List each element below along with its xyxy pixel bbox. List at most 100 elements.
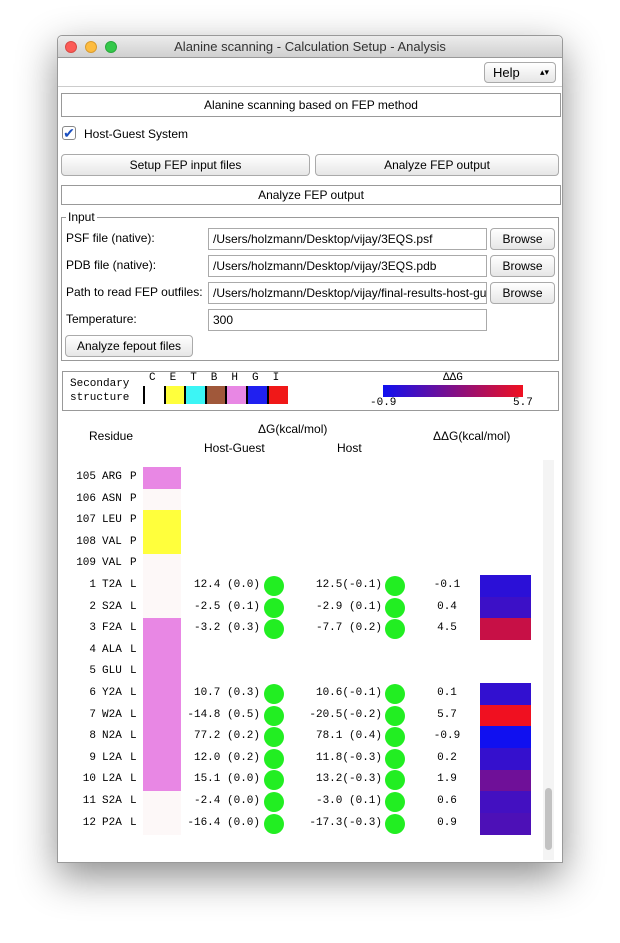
residue-number: 10 (82, 773, 96, 786)
hg-value: -2.5 (0.1) (193, 600, 260, 613)
ss-cell (143, 510, 181, 533)
host-dot (385, 748, 405, 769)
host-dot (385, 705, 405, 726)
ss-cell (143, 704, 181, 727)
residue-chain: P (130, 492, 137, 505)
analyze-button[interactable]: Analyze FEP output (315, 154, 559, 176)
hg-dot (264, 684, 284, 704)
ddg-value: 0.2 (437, 751, 457, 764)
host-dot (385, 576, 405, 596)
ss-code: E (169, 372, 177, 384)
minimize-button[interactable] (85, 41, 97, 53)
ddg-cell (480, 748, 531, 771)
ddg-value: -0.1 (433, 579, 461, 591)
ss-cell (143, 532, 181, 555)
analyze-fepout-button[interactable]: Analyze fepout files (65, 335, 193, 357)
ss-label-line: Secondary (70, 378, 130, 390)
host-dot (385, 619, 405, 640)
field-entry[interactable]: /Users/holzmann/Desktop/vijay/3EQS.pdb (208, 255, 487, 277)
scroll-thumb[interactable] (545, 788, 552, 850)
field-entry[interactable]: /Users/holzmann/Desktop/vijay/3EQS.psf (208, 228, 487, 250)
residue-number: 5 (89, 665, 96, 678)
browse-button[interactable]: Browse (490, 282, 555, 304)
setup-button[interactable]: Setup FEP input files (61, 154, 310, 176)
residue-number: 8 (89, 730, 96, 743)
host-value: -3.0 (0.1) (315, 795, 382, 807)
residue-number: 105 (76, 471, 96, 483)
residue-chain: L (130, 816, 137, 829)
host-dot (385, 813, 405, 834)
input-frame (61, 217, 559, 361)
host-dot (385, 597, 405, 618)
host-value: -20.5(-0.2) (309, 708, 382, 721)
hg-dot (264, 619, 284, 640)
ss-cell (143, 467, 181, 490)
residue-number: 2 (89, 600, 96, 613)
residue-number: 106 (76, 492, 96, 505)
browse-button[interactable]: Browse (490, 228, 555, 250)
ss-code: B (210, 372, 218, 384)
ss-code: G (252, 372, 259, 384)
scale-title: ΔΔG (443, 372, 463, 384)
field-entry[interactable]: /Users/holzmann/Desktop/vijay/final-resu… (208, 282, 487, 304)
residue-name: ARG (102, 471, 122, 483)
residue-chain: L (130, 600, 137, 613)
field-label: Path to read FEP outfiles: (66, 285, 203, 299)
hg-value: 12.0 (0.2) (193, 751, 260, 764)
arrows: ▴▾ (539, 67, 549, 77)
ss-code: C (149, 372, 156, 384)
checkbox[interactable]: ✔ (62, 125, 76, 141)
residue-number: 12 (82, 816, 96, 829)
section-title: Analyze FEP output (61, 185, 561, 205)
hg-value: 77.2 (0.2) (193, 730, 260, 743)
temperature-entry[interactable]: 300 (208, 309, 487, 331)
scrollbar[interactable] (543, 460, 554, 860)
menu-bar (58, 59, 562, 87)
ss-cell (143, 661, 181, 684)
hg-value: -16.4 (0.0) (187, 816, 260, 829)
ss-cell (143, 553, 181, 576)
ddg-cell (480, 683, 531, 706)
residue-name: N2A (102, 730, 122, 743)
close-button[interactable] (65, 41, 77, 53)
ss-cell (143, 726, 181, 749)
ss-swatch (204, 386, 226, 404)
host-dot (385, 770, 405, 791)
host-value: 12.5(-0.1) (315, 579, 382, 591)
col-residue: Residue (89, 429, 134, 443)
ss-cell (143, 683, 181, 706)
ss-cell (143, 618, 181, 641)
ddg-cell (480, 704, 531, 727)
ss-swatch (163, 386, 185, 404)
help-menu[interactable]: Help ▴▾ (484, 62, 556, 83)
ss-swatch (143, 386, 164, 404)
ss-swatch (266, 386, 288, 404)
hg-dot (264, 597, 284, 618)
residue-number: 7 (89, 708, 96, 721)
temperature-label: Temperature: (66, 312, 137, 326)
host-dot (385, 684, 405, 704)
ddg-value: 0.6 (437, 795, 457, 807)
col-hg: Host-Guest (204, 441, 265, 455)
ss-cell (143, 596, 181, 619)
ss-legend-label: Secondary structure (70, 377, 129, 405)
residue-chain: L (130, 730, 137, 743)
hg-dot (264, 813, 284, 834)
ddg-cell (480, 596, 531, 619)
residue-name: ALA (102, 643, 122, 656)
residue-name: VAL (102, 557, 122, 570)
host-value: 11.8(-0.3) (315, 751, 382, 764)
residue-number: 1 (89, 579, 96, 591)
scale-min: -0.9 (370, 397, 397, 409)
residue-chain: P (130, 535, 137, 548)
ddg-value: 4.5 (437, 622, 457, 635)
col-ddg: ΔΔG(kcal/mol) (433, 429, 511, 443)
ss-cell (143, 812, 181, 835)
hg-dot (264, 770, 284, 791)
ss-swatch (246, 386, 267, 404)
browse-button[interactable]: Browse (490, 255, 555, 277)
zoom-button[interactable] (105, 41, 117, 53)
col-host: Host (337, 441, 362, 455)
residue-chain: L (130, 751, 137, 764)
